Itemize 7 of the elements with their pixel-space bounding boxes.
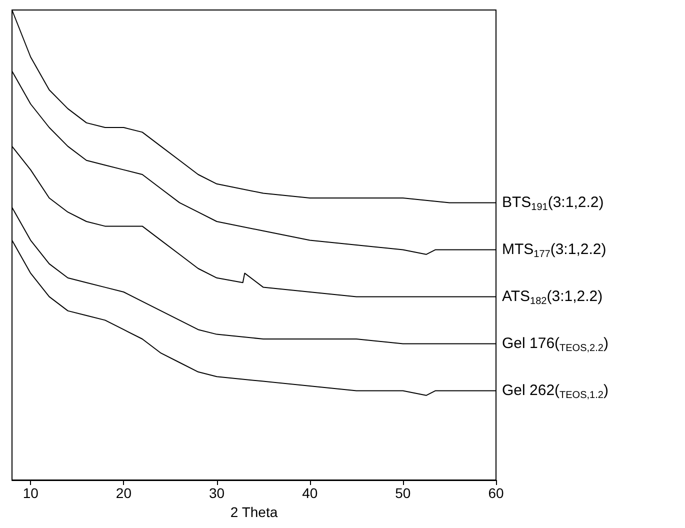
x-tick-label: 30 <box>208 485 225 501</box>
x-tick-label: 10 <box>22 485 39 501</box>
x-tick-label: 40 <box>302 485 318 501</box>
x-tick-label: 50 <box>395 485 411 501</box>
x-tick-label: 60 <box>488 485 504 501</box>
x-axis-title: 2 Theta <box>230 504 278 520</box>
x-tick-label: 20 <box>116 485 132 501</box>
